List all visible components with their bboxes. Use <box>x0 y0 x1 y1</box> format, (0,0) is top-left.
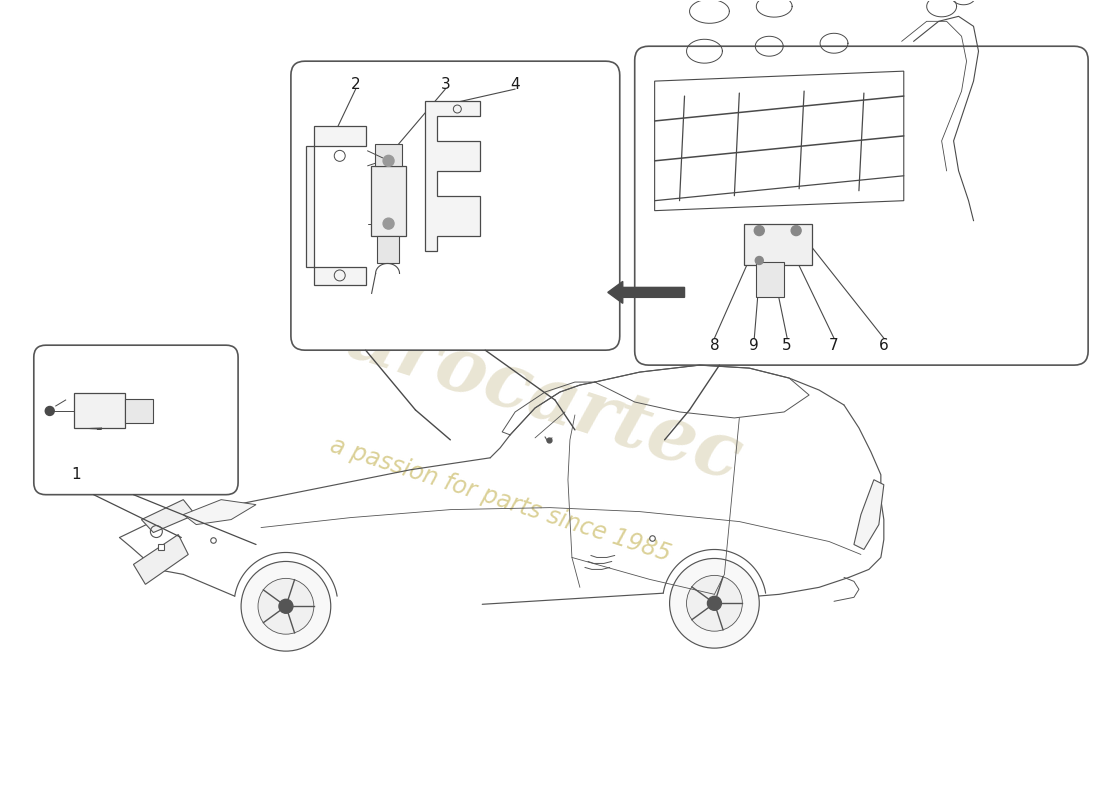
Text: 9: 9 <box>749 338 759 353</box>
Circle shape <box>258 578 314 634</box>
Bar <box>125 399 153 423</box>
Text: 8: 8 <box>710 338 719 353</box>
Bar <box>745 224 812 266</box>
Text: 7: 7 <box>829 338 839 353</box>
FancyBboxPatch shape <box>34 345 238 494</box>
Text: a passion for parts since 1985: a passion for parts since 1985 <box>327 433 673 566</box>
Circle shape <box>241 562 331 651</box>
Text: 6: 6 <box>879 338 889 353</box>
Bar <box>376 235 398 263</box>
Polygon shape <box>426 101 481 250</box>
Circle shape <box>383 155 394 166</box>
Text: eurocartec: eurocartec <box>289 283 751 497</box>
Bar <box>74 393 125 428</box>
Polygon shape <box>142 500 195 533</box>
FancyBboxPatch shape <box>635 46 1088 365</box>
Circle shape <box>791 226 801 235</box>
Text: 1: 1 <box>70 467 80 482</box>
Bar <box>371 166 406 235</box>
Circle shape <box>756 257 763 265</box>
Circle shape <box>686 575 742 631</box>
Circle shape <box>45 406 54 415</box>
Polygon shape <box>184 500 256 525</box>
Bar <box>757 262 784 298</box>
FancyArrow shape <box>608 282 684 303</box>
Text: 2: 2 <box>351 77 361 92</box>
Text: 4: 4 <box>510 77 520 92</box>
Polygon shape <box>306 126 365 286</box>
Circle shape <box>279 599 293 614</box>
Text: 5: 5 <box>782 338 792 353</box>
Circle shape <box>383 218 394 229</box>
Circle shape <box>707 596 722 610</box>
Circle shape <box>670 558 759 648</box>
Circle shape <box>755 226 764 235</box>
Text: 3: 3 <box>440 77 450 92</box>
FancyBboxPatch shape <box>290 61 619 350</box>
Polygon shape <box>854 480 883 550</box>
Polygon shape <box>133 534 188 584</box>
Bar <box>375 144 402 166</box>
